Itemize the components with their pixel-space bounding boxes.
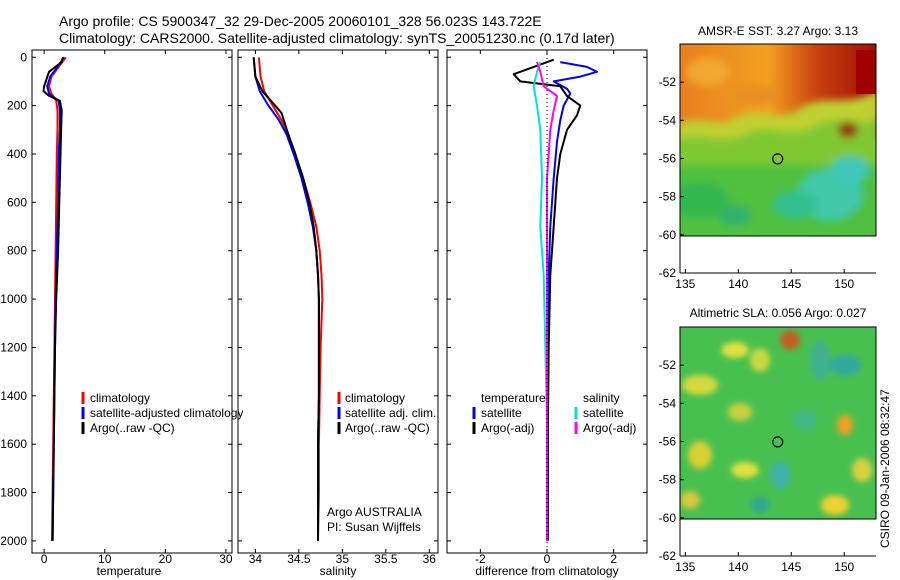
depth-axis-ticks: 0 200 400 600 800 1000 1200 1400 1600 1800 2000 <box>0 50 647 548</box>
map-x-tick-label: 150 <box>834 277 854 291</box>
map-x-tick-label: 145 <box>781 560 801 574</box>
x-tick-label: 2 <box>610 552 617 566</box>
map-y-tick-label: -56 <box>659 435 677 449</box>
sla-argo-location-marker <box>772 436 784 448</box>
legend-label-climatology: climatology <box>345 391 405 405</box>
temperature-x-ticks: 0 10 20 30 <box>41 50 233 566</box>
difference-series <box>512 58 598 541</box>
legend-label-sal-satellite: satellite <box>583 406 624 420</box>
depth-tick-label: 2000 <box>0 534 27 548</box>
temperature-legend: climatology satellite-adjusted climatolo… <box>81 391 243 435</box>
legend-label-satellite: satellite-adjusted climatology <box>90 406 243 420</box>
temperature-series <box>42 56 67 541</box>
x-tick-label: -2 <box>475 552 486 566</box>
legend-label-satellite: satellite adj. clim. <box>345 406 436 420</box>
x-tick-label: 20 <box>159 552 173 566</box>
sst-map-image <box>680 44 876 236</box>
difference-legend: temperature salinity satellite Argo(-adj… <box>472 391 636 435</box>
figure-title-line-1: Argo profile: CS 5900347_32 29-Dec-2005 … <box>59 13 542 29</box>
depth-tick-label: 1400 <box>0 389 27 403</box>
map-y-tick-label: -54 <box>659 396 677 410</box>
map-y-tick-label: -54 <box>659 113 677 127</box>
salinity-x-ticks: 34 34.5 35 35.5 36 <box>249 50 437 566</box>
pi-note: PI: Susan Wijffels <box>327 520 421 534</box>
map-y-tick-label: -52 <box>659 75 677 89</box>
x-tick-label: 35.5 <box>374 552 398 566</box>
salinity-panel-frame <box>237 49 439 554</box>
map-x-tick-label: 140 <box>728 560 748 574</box>
map-x-tick-label: 140 <box>728 277 748 291</box>
legend-label-sal-argo: Argo(-adj) <box>583 421 636 435</box>
map-x-tick-label: 135 <box>675 560 695 574</box>
salinity-axis-label: salinity <box>320 564 357 578</box>
creation-stamp: CSIRO 09-Jan-2006 08:32:47 <box>878 389 892 548</box>
legend-label-temp-satellite: satellite <box>481 406 522 420</box>
depth-tick-label: 800 <box>7 244 27 258</box>
depth-tick-label: 1200 <box>0 340 27 354</box>
difference-axis-label: difference from climatology <box>475 564 618 578</box>
sst-map-title: AMSR-E SST: 3.27 Argo: 3.13 <box>698 24 858 38</box>
sla-map-title: Altimetric SLA: 0.056 Argo: 0.027 <box>690 306 867 320</box>
legend-label-argo: Argo(..raw -QC) <box>345 421 430 435</box>
sst-argo-location-marker <box>772 153 784 165</box>
map-x-tick-label: 135 <box>675 277 695 291</box>
legend-title-salinity: salinity <box>583 391 620 405</box>
depth-tick-label: 200 <box>7 99 27 113</box>
x-tick-label: 36 <box>423 552 437 566</box>
sla-map-image <box>680 327 876 519</box>
x-tick-label: 0 <box>544 552 551 566</box>
legend-label-argo: Argo(..raw -QC) <box>90 421 175 435</box>
map-y-tick-label: -52 <box>659 358 677 372</box>
temp-series-3 <box>42 57 64 541</box>
x-tick-label: 35 <box>336 552 350 566</box>
x-tick-label: 10 <box>98 552 112 566</box>
figure-title-line-2: Climatology: CARS2000. Satellite-adjuste… <box>59 30 615 46</box>
map-y-tick-label: -62 <box>659 266 677 280</box>
diff-series-1 <box>546 61 598 541</box>
x-tick-label: 30 <box>219 552 233 566</box>
map-y-tick-label: -60 <box>659 511 677 525</box>
map-y-tick-label: -56 <box>659 152 677 166</box>
x-tick-label: 0 <box>41 552 48 566</box>
map-y-tick-label: -58 <box>659 473 677 487</box>
depth-tick-label: 1000 <box>0 292 27 306</box>
legend-title-temperature: temperature <box>481 391 546 405</box>
x-tick-label: 34 <box>249 552 263 566</box>
depth-tick-label: 1600 <box>0 437 27 451</box>
x-tick-label: 34.5 <box>287 552 311 566</box>
salinity-legend: climatology satellite adj. clim. Argo(..… <box>337 391 436 435</box>
map-y-tick-label: -60 <box>659 228 677 242</box>
sal-series-3 <box>252 57 320 541</box>
salinity-series <box>252 57 324 541</box>
legend-label-temp-argo: Argo(-adj) <box>481 421 534 435</box>
depth-tick-label: 1800 <box>0 486 27 500</box>
map-y-tick-label: -58 <box>659 190 677 204</box>
map-x-tick-label: 145 <box>781 277 801 291</box>
diff-series-4 <box>536 61 558 541</box>
map-y-tick-label: -62 <box>659 549 677 563</box>
sal-series-1 <box>257 57 324 541</box>
diff-series-3 <box>532 61 548 541</box>
temperature-panel-frame <box>31 49 233 554</box>
depth-tick-label: 400 <box>7 147 27 161</box>
depth-tick-label: 600 <box>7 195 27 209</box>
temperature-axis-label: temperature <box>97 564 162 578</box>
depth-tick-label: 0 <box>20 50 27 64</box>
legend-label-climatology: climatology <box>90 391 150 405</box>
argo-program-note: Argo AUSTRALIA <box>327 505 422 519</box>
map-x-tick-label: 150 <box>834 560 854 574</box>
temp-series-1 <box>48 56 67 541</box>
